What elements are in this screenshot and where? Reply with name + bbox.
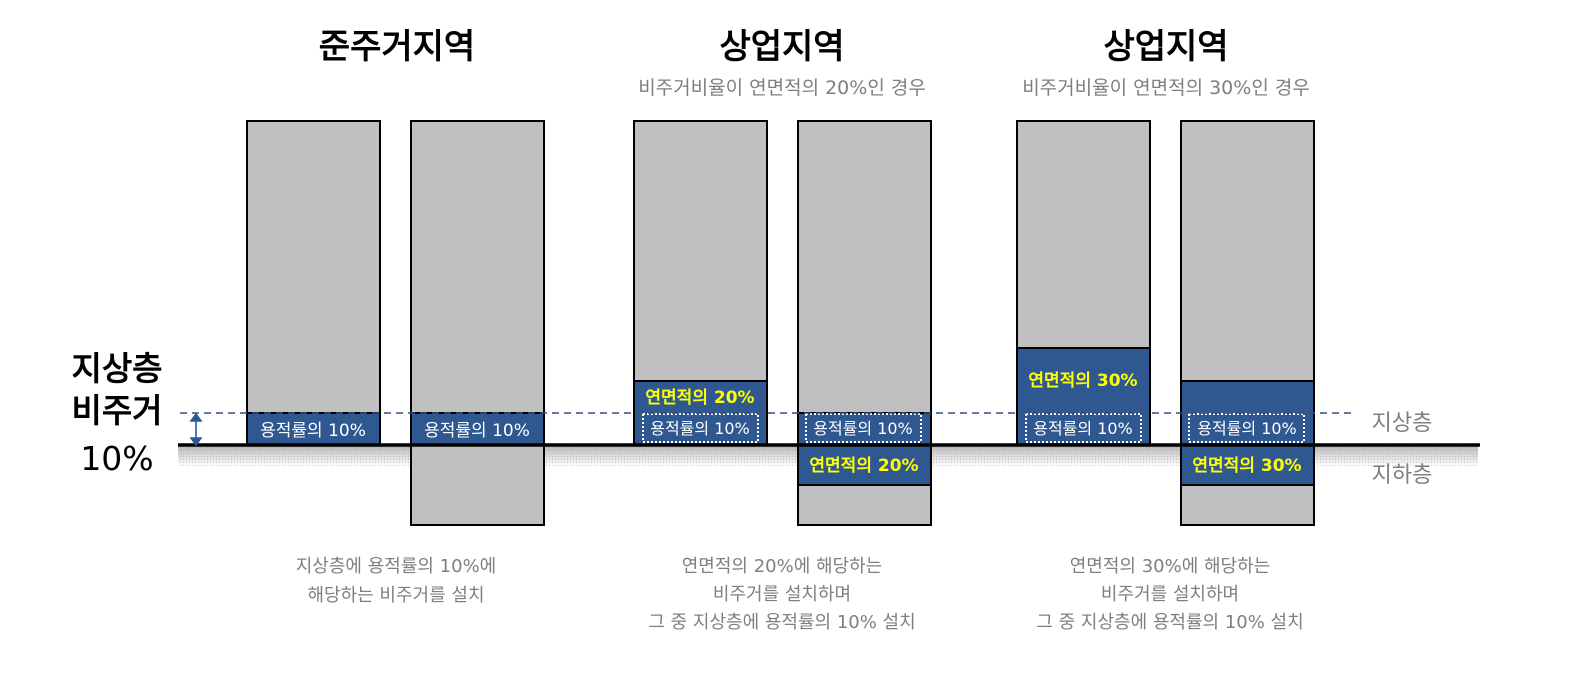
zone-1-building-1-label: 용적률의 10%: [260, 421, 366, 441]
zone-3-building-2-extra-label: 연면적의 30%: [1192, 456, 1301, 476]
zone-2-subtitle: 비주거비율이 연면적의 20%인 경우: [638, 77, 926, 99]
zone-2-description-line3: 그 중 지상층에 용적률의 10% 설치: [648, 612, 915, 633]
zone-3-building-1-nonres: [1016, 347, 1151, 446]
left-label-line2: 비주거: [71, 391, 162, 430]
zone-2-building-1-extra-label: 연면적의 20%: [645, 388, 754, 408]
zone-3-building-2-nonres: [1180, 380, 1315, 486]
zone-2-building-1-label: 용적률의 10%: [650, 419, 750, 438]
zone-1-building-2-label: 용적률의 10%: [424, 421, 530, 441]
zone-2-building-2-dotted-box: [805, 413, 922, 443]
zone-1-building-1: [246, 120, 381, 446]
zone-2-description-line2: 비주거를 설치하며: [713, 584, 851, 605]
zone-3-description-line3: 그 중 지상층에 용적률의 10% 설치: [1036, 612, 1303, 633]
level-label-above: 지상층: [1372, 411, 1433, 436]
zone-1-building-2-nonres: [410, 412, 545, 446]
zone-3-building-2-label: 용적률의 10%: [1197, 419, 1297, 438]
height-arrow-icon: [189, 412, 203, 447]
zone-3-building-1-extra-label: 연면적의 30%: [1028, 371, 1137, 391]
zone-3-building-1-dotted-box: [1025, 413, 1142, 443]
zone-2-building-2-label: 용적률의 10%: [813, 419, 913, 438]
zone-3-building-2-dotted-box: [1188, 413, 1305, 443]
zone-2-building-2-extra-label: 연면적의 20%: [809, 456, 918, 476]
zone-3-building-1-label: 용적률의 10%: [1033, 419, 1133, 438]
left-label-line3: 10%: [80, 439, 153, 478]
zone-3-description-line1: 연면적의 30%에 해당하는: [1070, 556, 1271, 577]
zone-1-building-1-nonres: [246, 412, 381, 446]
zone-1-description-line2: 해당하는 비주거를 설치: [307, 585, 484, 606]
level-label-below: 지하층: [1372, 463, 1433, 488]
zone-2-building-1-dotted-box: [642, 413, 759, 443]
left-label-line1: 지상층: [71, 349, 162, 388]
zone-2-description-line1: 연면적의 20%에 해당하는: [682, 556, 883, 577]
zone-3-subtitle: 비주거비율이 연면적의 30%인 경우: [1022, 77, 1310, 99]
zone-3-description-line2: 비주거를 설치하며: [1101, 584, 1239, 605]
zone-1-description-line1: 지상층에 용적률의 10%에: [296, 556, 497, 577]
zone-1-title: 준주거지역: [319, 27, 475, 67]
zone-2-title: 상업지역: [719, 27, 844, 67]
zone-3-title: 상업지역: [1103, 27, 1228, 67]
zone-1-building-2: [410, 120, 545, 526]
